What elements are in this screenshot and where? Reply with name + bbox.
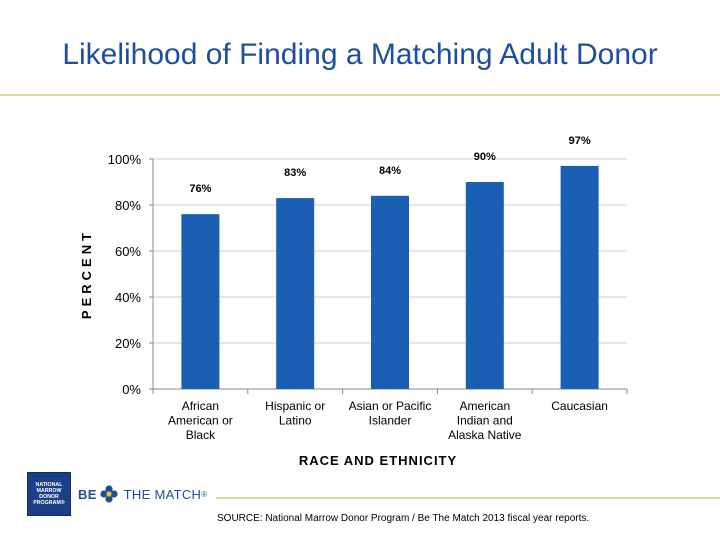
x-tick-label: Hispanic or Latino <box>265 399 325 428</box>
btm-logo-rest: THE MATCH <box>123 486 202 502</box>
bar <box>276 198 315 389</box>
x-axis-title: RACE AND ETHNICITY <box>299 453 457 468</box>
y-tick-label: 60% <box>115 244 141 259</box>
x-tick-label: African American or Black <box>168 399 233 442</box>
bar <box>560 165 599 389</box>
btm-logo-mark: ® <box>201 489 208 499</box>
data-label: 97% <box>569 135 591 147</box>
y-tick-label: 20% <box>115 336 141 351</box>
data-label: 76% <box>189 183 211 195</box>
data-label: 90% <box>474 151 496 163</box>
title-divider <box>0 94 720 96</box>
bar-chart: 0% 20% 40% 60% 80% 100% 76% African American or B… <box>79 135 628 468</box>
nmdp-logo-line: DONOR <box>39 494 59 500</box>
nmdp-logo-line: MARROW <box>36 487 62 494</box>
bar <box>371 195 409 389</box>
y-axis-title: PERCENT <box>79 229 94 319</box>
x-tick-label: Caucasian <box>551 399 608 413</box>
nmdp-logo-line: NATIONAL <box>35 481 63 488</box>
nmdp-logo-line: PROGRAM® <box>33 500 65 507</box>
x-tick-label: American Indian and Alaska Native <box>448 399 522 442</box>
btm-cross-icon <box>100 485 118 503</box>
bar <box>181 214 220 389</box>
bar <box>465 182 504 389</box>
y-tick-label: 100% <box>108 152 142 167</box>
y-tick-label: 0% <box>122 382 141 397</box>
x-tick-label: Asian or Pacific Islander <box>349 399 432 428</box>
source-note: SOURCE: National Marrow Donor Program / … <box>217 513 590 524</box>
slide-title: Likelihood of Finding a Matching Adult D… <box>62 38 658 71</box>
btm-logo-be: BE <box>78 486 97 502</box>
y-tick-label: 40% <box>115 290 141 305</box>
y-tick-label: 80% <box>115 198 141 213</box>
nmdp-logo: NATIONAL MARROW DONOR PROGRAM® <box>27 472 71 516</box>
data-label: 84% <box>379 165 401 177</box>
footer-divider <box>216 497 720 499</box>
data-label: 83% <box>284 167 306 179</box>
be-the-match-logo: BE THE MATCH ® <box>78 484 207 504</box>
